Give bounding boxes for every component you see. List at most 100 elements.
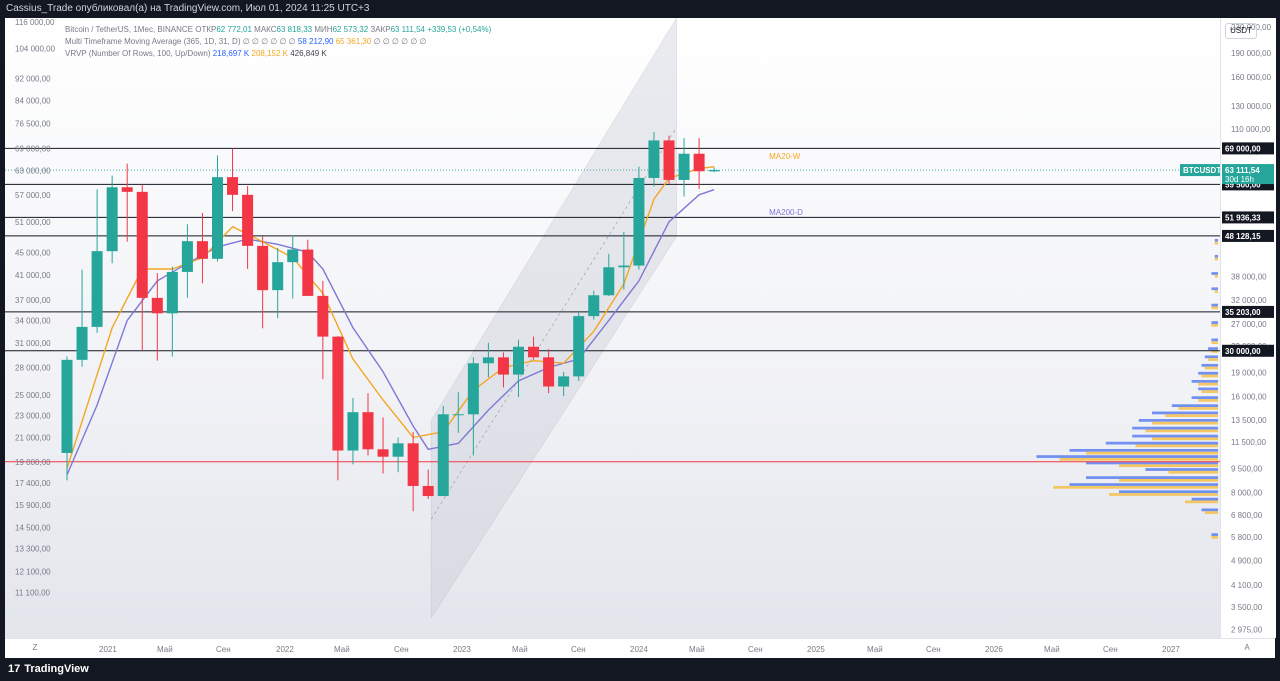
- volume-profile-up-bar: [1211, 303, 1218, 307]
- ma-fast-annotation: MA20-W: [769, 152, 801, 161]
- right-tick-label: 27 000,00: [1231, 320, 1267, 329]
- volume-profile-up-bar: [1105, 441, 1218, 445]
- level-price-label: 69 000,00: [1225, 144, 1261, 153]
- left-tick-label: 19 000,00: [15, 458, 51, 467]
- candle-body: [272, 262, 284, 291]
- volume-profile-down-bar: [1201, 390, 1218, 394]
- tradingview-mark-icon: 17: [8, 663, 21, 675]
- right-tick-label: 16 000,00: [1231, 392, 1267, 401]
- volume-profile-down-bar: [1214, 274, 1218, 278]
- volume-profile-up-bar: [1211, 321, 1218, 324]
- right-tick-label: 13 500,00: [1231, 416, 1267, 425]
- mtf-label[interactable]: Multi Timeframe Moving Average (365, 1D,…: [65, 37, 241, 46]
- volume-profile-down-bar: [1211, 341, 1218, 344]
- level-price-label: 48 128,15: [1225, 232, 1261, 241]
- volume-profile-up-bar: [1211, 338, 1218, 342]
- volume-profile-up-bar: [1191, 396, 1218, 400]
- volume-profile-up-bar: [1069, 483, 1218, 486]
- left-tick-label: 28 000,00: [15, 364, 51, 373]
- candle-body: [467, 363, 479, 415]
- time-tick-label: Май: [867, 645, 883, 654]
- symbol-name[interactable]: Bitcoin / TetherUS, 1Мес, BINANCE: [65, 25, 193, 34]
- level-price-label: 59 500,00: [1225, 180, 1261, 189]
- auto-scale-icon[interactable]: A: [1244, 643, 1250, 652]
- left-tick-label: 57 000,00: [15, 191, 51, 200]
- legend-vrvp-row: VRVP (Number Of Rows, 100, Up/Down) 218,…: [65, 48, 491, 60]
- volume-profile-down-bar: [1208, 358, 1218, 361]
- chart-area[interactable]: MA20-W MA200-D 116 000,00 104 000,00 92 000,…: [5, 16, 1221, 638]
- volume-profile-up-bar: [1152, 411, 1218, 415]
- candle-body: [302, 249, 314, 296]
- zoom-reset-icon[interactable]: Z: [32, 643, 38, 652]
- volume-profile-down-bar: [1086, 451, 1218, 455]
- volume-profile-up-bar: [1214, 254, 1218, 258]
- left-tick-label: 116 000,00: [15, 18, 55, 27]
- candle-body: [633, 177, 645, 266]
- volume-profile-down-bar: [1119, 464, 1218, 468]
- left-tick-label: 23 000,00: [15, 411, 51, 420]
- candle-body: [482, 357, 494, 364]
- left-tick-label: 12 100,00: [15, 567, 51, 576]
- left-tick-label: 104 000,00: [15, 45, 56, 54]
- candle-body: [242, 194, 254, 246]
- right-tick-label: 4 900,00: [1231, 556, 1263, 565]
- publish-bar: Cassius_Trade опубликовал(а) на TradingV…: [0, 0, 1280, 18]
- left-tick-label: 37 000,00: [15, 296, 51, 305]
- publish-text: Cassius_Trade опубликовал(а) на TradingV…: [6, 3, 370, 14]
- volume-profile-up-bar: [1214, 238, 1218, 242]
- candle-body: [227, 177, 239, 195]
- price-chart[interactable]: MA20-W MA200-D 116 000,00 104 000,00 92 000,…: [5, 16, 1221, 638]
- volume-profile-up-bar: [1191, 497, 1218, 501]
- time-tick-label: 2026: [985, 645, 1003, 654]
- brand-text: TradingView: [24, 663, 89, 675]
- right-tick-label: 3 500,00: [1231, 603, 1263, 612]
- time-tick-label: Сен: [571, 645, 586, 654]
- time-axis[interactable]: 2021 Май Сен 2022 Май Сен 2023 Май Сен 2024 Май Сен…: [5, 638, 1275, 659]
- volume-profile-up-bar: [1208, 347, 1218, 350]
- candle-body: [362, 412, 374, 450]
- candle-body: [121, 187, 133, 192]
- volume-profile-down-bar: [1185, 500, 1218, 504]
- volume-profile-down-bar: [1204, 511, 1218, 514]
- high-label: МАКС: [254, 25, 277, 34]
- left-tick-label: 14 500,00: [15, 523, 51, 532]
- high-value: 63 818,33: [276, 25, 313, 34]
- tradingview-logo[interactable]: 17 TradingView: [8, 658, 89, 681]
- volume-profile-down-bar: [1135, 444, 1218, 448]
- candle-body: [332, 336, 344, 451]
- candle-body: [196, 241, 208, 259]
- price-axis-svg[interactable]: 230 000,00 190 000,00 160 000,00 130 000,00…: [1221, 18, 1276, 638]
- candle-body: [708, 170, 720, 172]
- candle-body: [347, 412, 359, 451]
- volume-profile-up-bar: [1138, 419, 1218, 422]
- time-axis-svg[interactable]: 2021 Май Сен 2022 Май Сен 2023 Май Сен 2024 Май Сен…: [5, 639, 1220, 659]
- candle-body: [648, 140, 660, 178]
- volume-profile-down-bar: [1198, 382, 1218, 386]
- left-tick-label: 17 400,00: [15, 479, 51, 488]
- right-tick-label: 32 000,00: [1231, 296, 1267, 305]
- level-price-label: 35 203,00: [1225, 308, 1261, 317]
- candle-body: [573, 316, 585, 377]
- right-tick-label: 5 800,00: [1231, 533, 1263, 542]
- volume-profile-up-bar: [1211, 533, 1218, 536]
- open-label: ОТКР: [195, 25, 217, 34]
- candle-body: [61, 359, 73, 453]
- left-tick-label: 25 000,00: [15, 391, 51, 400]
- candle-body: [407, 443, 419, 486]
- time-tick-label: Май: [512, 645, 528, 654]
- time-tick-label: Сен: [748, 645, 763, 654]
- volume-profile-up-bar: [1086, 476, 1218, 479]
- right-tick-label: 8 000,00: [1231, 488, 1263, 497]
- candle-body: [603, 267, 615, 296]
- volume-profile-up-bar: [1211, 287, 1218, 291]
- candle-body: [212, 177, 223, 259]
- left-tick-label: 45 000,00: [15, 248, 51, 257]
- volume-profile-down-bar: [1201, 374, 1218, 378]
- candle-body: [497, 357, 509, 375]
- right-tick-label: 11 500,00: [1231, 438, 1267, 447]
- time-tick-label: 2024: [630, 645, 648, 654]
- currency-button[interactable]: USDT: [1225, 23, 1257, 39]
- price-axis[interactable]: 230 000,00 190 000,00 160 000,00 130 000,00…: [1220, 18, 1276, 638]
- vrvp-label[interactable]: VRVP (Number Of Rows, 100, Up/Down): [65, 49, 211, 58]
- volume-profile-down-bar: [1211, 535, 1218, 539]
